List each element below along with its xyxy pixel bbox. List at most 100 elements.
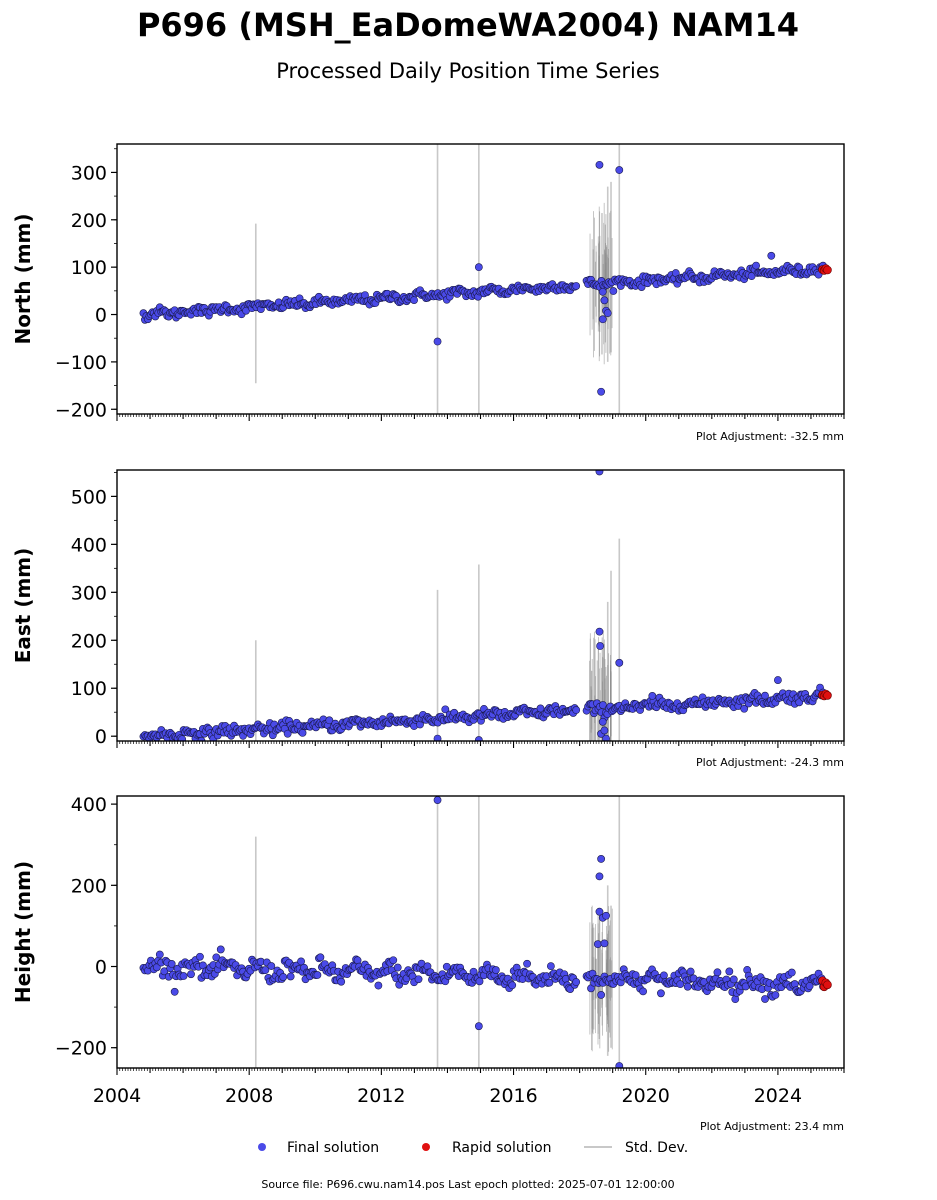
final-point xyxy=(179,972,188,980)
final-point xyxy=(442,962,451,971)
final-point xyxy=(410,296,418,304)
plot-adjustment-label: Plot Adjustment: -32.5 mm xyxy=(696,430,844,443)
final-point xyxy=(353,956,362,965)
final-point xyxy=(374,981,383,990)
final-point xyxy=(546,962,555,971)
legend-final-label: Final solution xyxy=(287,1140,379,1156)
x-tick-label: 2020 xyxy=(622,1085,670,1107)
y-axis-label: North (mm) xyxy=(11,213,35,344)
final-point xyxy=(283,729,292,738)
final-point xyxy=(441,705,450,714)
final-point xyxy=(298,728,307,737)
east-panel: 0 100 200 300 400 500 East (mm) Plot Adjustment… xyxy=(11,469,845,769)
plot-area xyxy=(139,470,832,741)
final-point xyxy=(747,272,756,281)
final-point xyxy=(631,971,640,980)
legend-stddev-label: Std. Dev. xyxy=(625,1140,688,1156)
y-tick-label: 100 xyxy=(71,678,107,700)
legend-rapid-marker xyxy=(422,1143,430,1151)
final-point xyxy=(316,953,325,962)
plot-adjustment-label: Plot Adjustment: -24.3 mm xyxy=(696,756,844,769)
final-point xyxy=(597,855,606,863)
final-point xyxy=(393,963,402,972)
final-point xyxy=(595,872,604,881)
y-tick-label: 0 xyxy=(95,957,107,979)
final-point xyxy=(603,309,612,318)
final-point xyxy=(279,973,288,981)
final-point xyxy=(615,1062,624,1068)
figure-title: P696 (MSH_EaDomeWA2004) NAM14 xyxy=(137,6,799,44)
y-tick-label: −100 xyxy=(55,352,107,374)
final-point xyxy=(593,940,602,949)
final-point xyxy=(596,642,605,650)
final-point xyxy=(261,966,270,975)
final-point xyxy=(600,939,609,948)
plot-adjustment-label: Plot Adjustment: 23.4 mm xyxy=(700,1120,844,1133)
final-point xyxy=(602,911,610,920)
final-point xyxy=(598,315,607,324)
final-point xyxy=(536,704,545,713)
north-panel: −200 −100 0 100 200 300 North (mm) Plot Adjustm… xyxy=(11,143,845,443)
rapid-point xyxy=(823,265,832,275)
final-point xyxy=(598,717,607,726)
final-point xyxy=(752,261,760,270)
final-point xyxy=(600,296,609,305)
final-point xyxy=(433,734,442,741)
final-point xyxy=(155,950,164,959)
final-point xyxy=(325,716,334,725)
final-point xyxy=(597,991,606,999)
final-point xyxy=(683,982,692,991)
final-point xyxy=(196,952,204,961)
y-tick-label: 200 xyxy=(71,875,107,897)
final-point xyxy=(761,995,769,1003)
final-point xyxy=(337,977,346,986)
final-point xyxy=(600,726,609,735)
final-point xyxy=(598,287,607,296)
y-tick-label: 100 xyxy=(71,257,107,279)
final-point xyxy=(639,987,647,996)
final-point xyxy=(474,736,483,741)
source-note: Source file: P696.cwu.nam14.pos Last epo… xyxy=(261,1178,674,1191)
final-point xyxy=(615,166,624,174)
final-point xyxy=(545,978,554,987)
final-point xyxy=(657,989,665,998)
final-point xyxy=(433,796,442,804)
y-tick-label: 200 xyxy=(71,630,107,652)
y-tick-label: 200 xyxy=(71,210,107,232)
final-point xyxy=(170,987,179,996)
y-tick-label: 0 xyxy=(95,305,107,327)
final-point xyxy=(572,282,581,290)
y-axis-label: Height (mm) xyxy=(11,861,35,1003)
final-point xyxy=(599,701,607,709)
final-point xyxy=(414,975,423,984)
final-point xyxy=(725,967,734,976)
final-point xyxy=(216,945,225,954)
final-point xyxy=(686,967,695,976)
final-point xyxy=(508,981,517,990)
height-panel: −200 0 200 400 2004 2008 2012 2016 2020 2024 Heigh… xyxy=(11,794,845,1133)
final-point xyxy=(572,978,581,986)
final-point xyxy=(597,387,606,396)
final-point xyxy=(602,734,610,741)
final-point xyxy=(774,676,782,684)
final-point xyxy=(297,957,305,966)
final-point xyxy=(474,1022,483,1031)
legend-rapid-label: Rapid solution xyxy=(452,1140,552,1156)
final-point xyxy=(474,263,483,272)
final-point xyxy=(595,470,604,476)
final-point xyxy=(433,337,442,346)
final-point xyxy=(615,658,624,667)
y-tick-label: 400 xyxy=(71,534,107,556)
y-axis-label: East (mm) xyxy=(11,548,35,664)
final-point xyxy=(523,959,531,968)
final-point xyxy=(595,627,604,636)
x-tick-label: 2004 xyxy=(93,1085,141,1107)
final-point xyxy=(389,956,398,965)
final-point xyxy=(740,704,749,713)
final-point xyxy=(676,980,685,989)
x-tick-label: 2024 xyxy=(754,1085,802,1107)
y-tick-label: 400 xyxy=(71,794,107,816)
final-point xyxy=(648,692,657,700)
final-point xyxy=(767,251,776,260)
y-tick-label: 0 xyxy=(95,726,107,748)
